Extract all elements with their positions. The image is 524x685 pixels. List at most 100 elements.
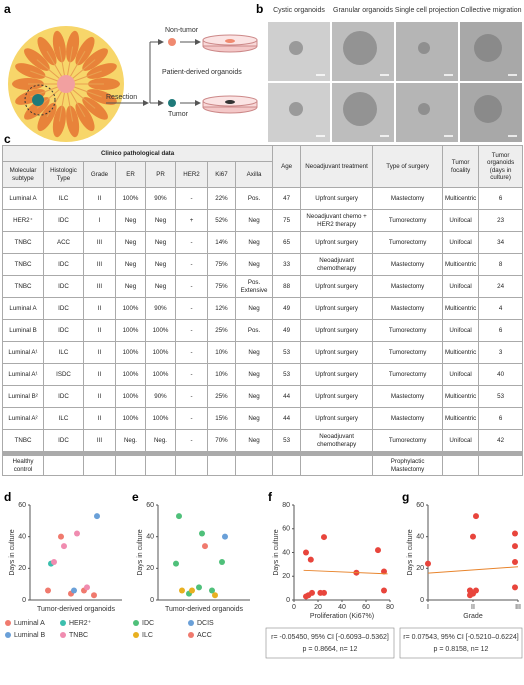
table-cell: 90% xyxy=(145,385,176,408)
table-cell: Multicentric xyxy=(442,407,480,430)
point xyxy=(74,530,80,537)
table-cell xyxy=(234,455,274,476)
table-cell: Neg xyxy=(234,297,274,320)
point xyxy=(51,559,57,565)
organoid-image xyxy=(418,42,430,54)
table-row: Luminal A¹ ISDC II 100% 100% -10% Neg 53 Upfront… xyxy=(2,363,524,386)
table-cell: 34 xyxy=(478,231,524,254)
x-axis-title: Grade xyxy=(463,613,483,620)
point xyxy=(84,584,90,591)
point xyxy=(58,533,64,540)
table-cell: Luminal A² xyxy=(2,407,44,430)
table-cell: Upfront surgery xyxy=(300,319,374,342)
trend-line xyxy=(303,569,388,575)
table-cell: - xyxy=(175,231,208,254)
table-cell: II xyxy=(83,187,116,210)
legend-swatch xyxy=(133,620,139,626)
table-cell: 10% xyxy=(207,341,236,364)
table-cell: 25% xyxy=(207,319,236,342)
point xyxy=(94,513,100,520)
table-cell: IDC xyxy=(43,429,84,452)
column-header: PR xyxy=(145,161,176,188)
table-cell: 100% xyxy=(145,319,176,342)
y-axis-title: Days in culture xyxy=(9,529,16,575)
table-cell: IDC xyxy=(43,253,84,276)
column-header: Type of surgery xyxy=(372,145,444,188)
table-cell: - xyxy=(175,407,208,430)
x-axis-title: Tumor-derived organoids xyxy=(37,606,115,613)
table-cell: Upfront surgery xyxy=(300,297,374,320)
y-tick-label: 40 xyxy=(18,534,26,541)
table-cell: 100% xyxy=(145,341,176,364)
table-cell: Neg xyxy=(234,341,274,364)
organoids-label: Patient-derived organoids xyxy=(162,69,242,76)
y-tick-label: 40 xyxy=(282,549,290,556)
resection-label: Resection xyxy=(106,94,137,101)
point xyxy=(176,513,182,520)
table-cell: 75% xyxy=(207,253,236,276)
table-cell: IDC xyxy=(43,209,84,232)
table-cell: 6 xyxy=(478,319,524,342)
table-row: TNBC IDC III Neg. Neg. -70% Neg 53 Neoadjuvant c… xyxy=(2,429,524,452)
clinical-table: Clinico pathological data Age Neoadjuvant … xyxy=(1,145,524,476)
table-cell: Prophylactic Mastectomy xyxy=(372,455,444,476)
table-cell: ISDC xyxy=(43,363,84,386)
table-row: TNBC IDC III Neg Neg -75% Neg 33 Neoadjuvant che… xyxy=(2,253,524,276)
table-cell: Luminal B² xyxy=(2,385,44,408)
table-cell: - xyxy=(175,429,208,452)
table-cell: 100% xyxy=(115,319,146,342)
table-cell: 6 xyxy=(478,187,524,210)
table-cell: Unifocal xyxy=(442,275,480,298)
table-cell: - xyxy=(175,385,208,408)
point xyxy=(91,592,97,599)
table-cell xyxy=(442,455,480,476)
point xyxy=(173,560,179,567)
table-cell: IDC xyxy=(43,297,84,320)
column-header: Single cell projection xyxy=(395,7,459,14)
table-cell: 70% xyxy=(207,429,236,452)
table-cell: 40 xyxy=(478,363,524,386)
panel-label: d xyxy=(4,490,11,504)
table-cell: - xyxy=(175,363,208,386)
table-cell: 33 xyxy=(272,253,302,276)
table-cell: 8 xyxy=(478,253,524,276)
point xyxy=(512,530,518,537)
x-tick-label: 40 xyxy=(338,604,346,611)
table-cell: 3 xyxy=(478,341,524,364)
table-cell: - xyxy=(175,275,208,298)
point xyxy=(45,587,51,594)
table-row: TNBC IDC III Neg Neg -75% Pos. Extensive 88 Upfr… xyxy=(2,275,524,298)
panel-label: g xyxy=(402,490,409,504)
y-tick-label: 20 xyxy=(18,565,26,572)
y-tick-label: 40 xyxy=(416,534,424,541)
table-cell: TNBC xyxy=(2,275,44,298)
x-tick-label: 80 xyxy=(386,604,394,611)
tumor xyxy=(32,94,44,106)
point xyxy=(199,530,205,537)
table-cell: 90% xyxy=(145,297,176,320)
table-cell: Mastectomy xyxy=(372,297,444,320)
stats-text: p = 0.8158, n= 12 xyxy=(434,646,489,653)
table-cell: TNBC xyxy=(2,429,44,452)
point xyxy=(309,589,315,596)
table-cell: 90% xyxy=(145,187,176,210)
table-cell: Neg xyxy=(234,231,274,254)
legend-label: HER2⁺ xyxy=(69,620,92,627)
stats-box xyxy=(265,627,395,659)
table-cell: 44 xyxy=(272,385,302,408)
point xyxy=(179,587,185,594)
y-tick-label: 60 xyxy=(146,502,154,509)
table-cell: Upfront surgery xyxy=(300,385,374,408)
y-tick-label: 0 xyxy=(420,597,424,604)
table-cell: 24 xyxy=(478,275,524,298)
table-cell: III xyxy=(83,253,116,276)
point xyxy=(71,587,77,594)
point xyxy=(467,592,473,599)
table-cell: 49 xyxy=(272,297,302,320)
column-header: Axilla xyxy=(234,161,274,188)
trend-line xyxy=(427,566,519,574)
point xyxy=(303,593,309,600)
table-cell: Neoadjuvant chemotherapy xyxy=(300,253,374,276)
table-cell: 100% xyxy=(115,297,146,320)
